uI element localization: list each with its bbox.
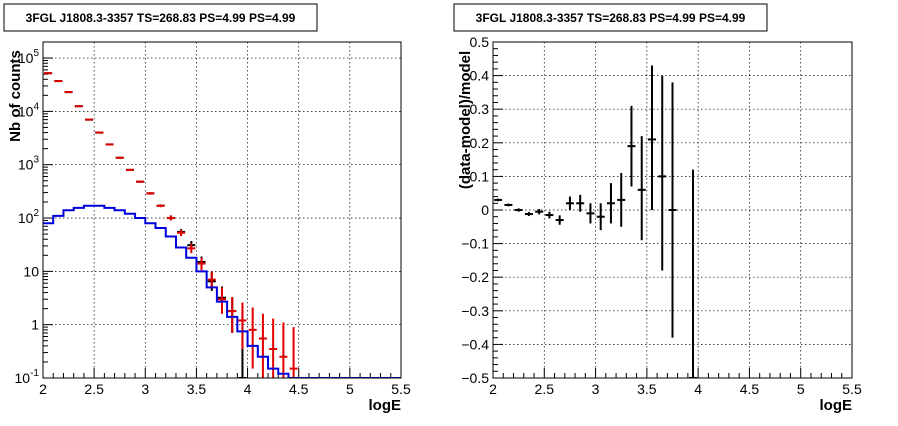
x-tick-label: 4.5	[740, 381, 760, 397]
data-point	[126, 169, 134, 171]
y-tick-label-base: 10	[18, 157, 34, 173]
y-tick-label-exponent: 2	[33, 208, 39, 219]
x-axis-label: logE	[820, 397, 853, 414]
y-tick-label-base: −0.1	[461, 236, 489, 252]
chart-title: 3FGL J1808.3-3357 TS=268.83 PS=4.99 PS=4…	[26, 11, 296, 25]
y-tick-label: −0.1	[461, 236, 489, 252]
data-point	[95, 132, 103, 133]
y-tick-label-exponent: -1	[30, 368, 39, 379]
y-tick-label-base: 1	[31, 317, 39, 333]
x-tick-label: 4.5	[289, 381, 309, 397]
y-tick-label: 1	[31, 317, 39, 333]
data-point	[504, 204, 512, 207]
y-tick-label: 10-1	[15, 368, 40, 386]
x-tick-label: 3	[141, 381, 149, 397]
y-tick-label: 102	[18, 208, 40, 226]
y-tick-label-base: −0.5	[461, 370, 489, 386]
x-tick-label: 5	[346, 381, 354, 397]
y-tick-label-base: −0.3	[461, 303, 489, 319]
y-tick-label-base: 0.5	[470, 34, 490, 50]
y-tick-label-base: −0.2	[461, 269, 489, 285]
y-tick-label: 10	[23, 263, 39, 279]
y-tick-label: −0.3	[461, 303, 489, 319]
y-tick-label-base: 10	[15, 370, 31, 386]
data-point	[65, 92, 73, 93]
chart-title: 3FGL J1808.3-3357 TS=268.83 PS=4.99 PS=4…	[476, 11, 746, 25]
y-tick-label: 0.5	[470, 34, 490, 50]
x-tick-label: 2	[39, 381, 47, 397]
x-tick-label: 3	[592, 381, 600, 397]
y-axis-label: Nb of counts	[7, 50, 24, 142]
y-tick-label: −0.2	[461, 269, 489, 285]
y-tick-label-exponent: 4	[33, 101, 39, 112]
data-point	[494, 199, 502, 202]
data-point	[157, 204, 165, 207]
y-tick-label: 103	[18, 155, 40, 173]
data-point	[116, 157, 124, 159]
x-tick-label: 5	[797, 381, 805, 397]
y-tick-label-base: 10	[23, 263, 39, 279]
y-tick-label-exponent: 3	[33, 155, 39, 166]
x-tick-label: 2	[489, 381, 497, 397]
x-tick-label: 4	[694, 381, 702, 397]
x-tick-label: 3.5	[187, 381, 207, 397]
y-tick-label-base: 10	[18, 210, 34, 226]
x-tick-label: 5.5	[842, 381, 862, 397]
data-point	[75, 106, 83, 107]
x-tick-label: 2.5	[84, 381, 104, 397]
y-axis-label: (data-model)/model	[457, 51, 474, 189]
plot-area	[43, 42, 401, 378]
y-tick-label-base: −0.4	[461, 336, 489, 352]
x-tick-label: 2.5	[535, 381, 555, 397]
x-tick-label: 5.5	[391, 381, 411, 397]
data-point	[105, 144, 113, 145]
y-tick-label: 0	[481, 202, 489, 218]
x-axis-label: logE	[369, 397, 402, 414]
y-tick-label: −0.4	[461, 336, 489, 352]
data-point	[136, 181, 144, 183]
y-tick-label: −0.5	[461, 370, 489, 386]
x-tick-label: 3.5	[637, 381, 657, 397]
data-point	[54, 81, 62, 82]
y-tick-label-exponent: 5	[33, 48, 39, 59]
x-tick-label: 4	[244, 381, 252, 397]
y-tick-label-base: 0	[481, 202, 489, 218]
data-point	[146, 192, 154, 194]
data-point	[85, 119, 93, 120]
